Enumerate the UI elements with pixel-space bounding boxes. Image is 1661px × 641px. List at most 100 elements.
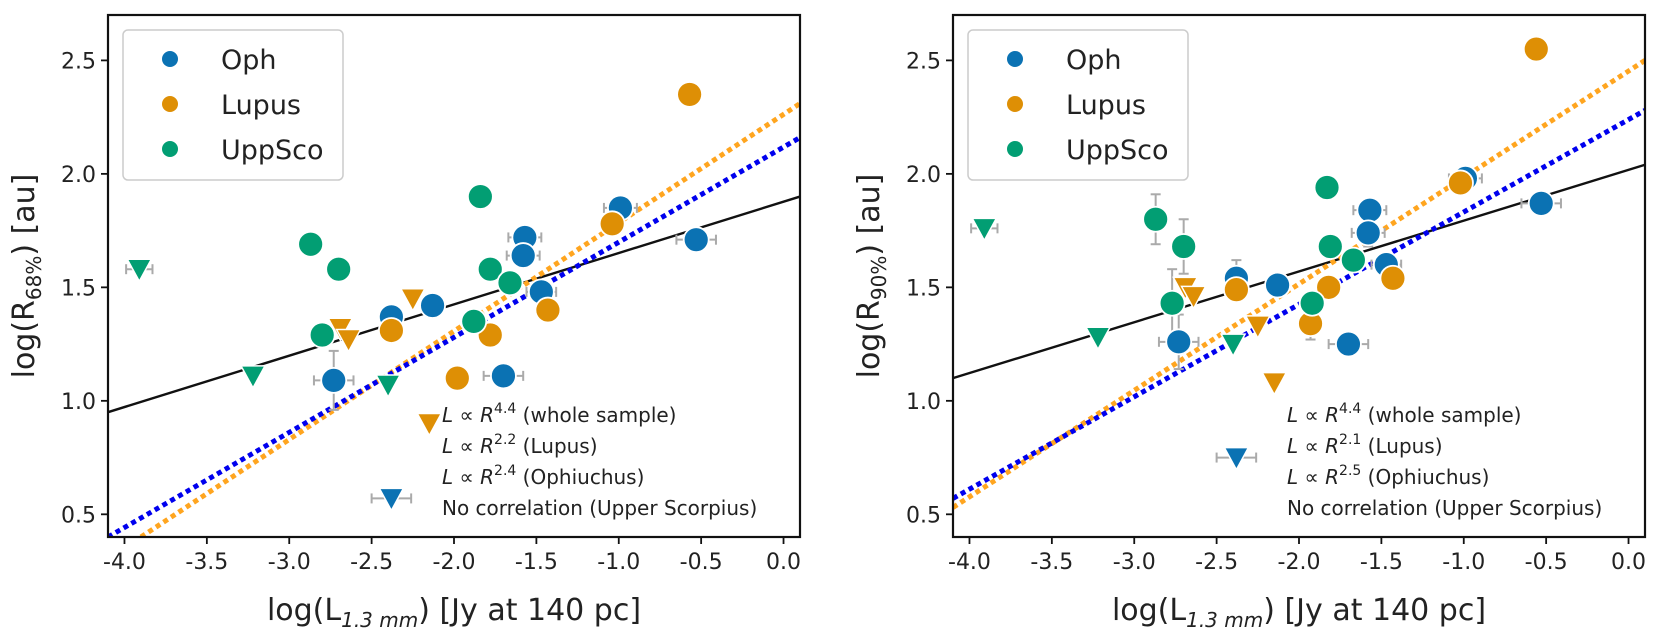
uppsco-point xyxy=(1298,289,1326,317)
lupus-point xyxy=(1222,276,1250,304)
fit-annotation-relation: L ∝ R xyxy=(1287,403,1339,427)
plot-area xyxy=(953,35,1645,510)
y-tick-label: 2.5 xyxy=(61,49,96,74)
uppsco-point xyxy=(297,230,325,258)
y-tick-label: 2.5 xyxy=(906,49,941,74)
x-tick-label: -3.5 xyxy=(185,550,228,575)
legend-marker-lupus xyxy=(162,96,178,112)
fit-annotation-relation: L ∝ R xyxy=(1287,434,1339,458)
uppsco-upper-limit xyxy=(1084,326,1112,351)
fit-all-line xyxy=(108,195,800,414)
legend-label-lupus: Lupus xyxy=(221,90,301,121)
legend-label-uppsco: UppSco xyxy=(1066,135,1169,166)
oph-point xyxy=(1165,328,1193,356)
x-tick-label: -3.5 xyxy=(1030,550,1073,575)
fit-annotation: No correlation (Upper Scorpius) xyxy=(1287,496,1602,520)
y-tick-label: 0.5 xyxy=(906,503,941,528)
fit-annotation-sample: (whole sample) xyxy=(1361,403,1521,427)
fit-annotation-relation: L ∝ R xyxy=(1287,465,1339,489)
series-oph xyxy=(320,194,710,512)
lupus-point xyxy=(1447,169,1474,197)
lupus-upper-limit xyxy=(1244,315,1272,340)
x-tick-label: 0.0 xyxy=(1611,550,1646,575)
uppsco-upper-limit xyxy=(1219,333,1247,358)
x-axis-label-main: log(L xyxy=(267,593,341,628)
x-axis-label: log(L1.3 mm) [Jy at 140 pc] xyxy=(1112,593,1486,632)
y-axis-label-main: log(R xyxy=(852,300,887,378)
legend-marker-oph xyxy=(1007,51,1023,67)
legend-box xyxy=(967,29,1189,181)
oph-point xyxy=(1354,219,1382,247)
lupus-point xyxy=(598,210,626,238)
oph-point xyxy=(320,366,348,394)
y-tick-label: 2.0 xyxy=(61,163,96,188)
y-axis-label-subscript: 68% xyxy=(22,256,46,300)
legend-marker-uppsco xyxy=(162,141,178,157)
x-tick-label: -2.5 xyxy=(1195,550,1238,575)
uppsco-point xyxy=(496,269,524,297)
fit-lupus-line xyxy=(953,58,1645,510)
lupus-point xyxy=(1379,264,1407,292)
x-tick-label: -2.0 xyxy=(433,550,476,575)
x-tick-label: -0.5 xyxy=(1525,550,1568,575)
x-tick-label: -3.0 xyxy=(1113,550,1156,575)
fit-annotation: L ∝ R2.2 (Lupus) xyxy=(442,432,598,458)
fit-annotation-sample: (Lupus) xyxy=(516,434,597,458)
chart-panel-left: -4.0 -3.5 -3.0 -2.5 -2.0 -1.5 -1.0 -0.5 0.0 0.5 1.… xyxy=(7,13,802,632)
oph-upper-limit xyxy=(1223,446,1250,472)
x-tick-label: -2.0 xyxy=(1278,550,1321,575)
series-uppsco xyxy=(971,174,1367,358)
fit-lupus-line xyxy=(139,101,800,537)
legend-marker-oph xyxy=(162,51,178,67)
oph-point xyxy=(1356,196,1384,224)
y-tick-label: 2.0 xyxy=(906,163,941,188)
lupus-upper-limit xyxy=(399,287,427,313)
uppsco-point xyxy=(1142,205,1170,233)
fit-annotation-relation: L ∝ R xyxy=(442,465,494,489)
legend-label-lupus: Lupus xyxy=(1066,90,1146,121)
y-tick-label: 1.5 xyxy=(61,276,96,301)
oph-upper-limit xyxy=(378,487,405,512)
fit-annotation-exponent: 2.1 xyxy=(1339,432,1361,448)
fit-annotations: L ∝ R4.4 (whole sample)L ∝ R2.2 (Lupus)L… xyxy=(442,401,757,520)
fit-annotation-exponent: 2.2 xyxy=(494,432,516,448)
uppsco-point xyxy=(1316,233,1344,260)
series-lupus xyxy=(327,81,704,438)
series-uppsco xyxy=(126,183,524,399)
x-tick-label: -1.5 xyxy=(515,550,558,575)
lupus-upper-limit xyxy=(1261,371,1288,397)
fit-annotation-exponent: 2.4 xyxy=(494,463,516,479)
lupus-point xyxy=(377,317,405,344)
oph-point xyxy=(490,362,517,390)
x-axis-label-subscript: 1.3 mm xyxy=(1186,608,1263,632)
x-axis-label-main: log(L xyxy=(1112,593,1186,628)
fit-annotation: No correlation (Upper Scorpius) xyxy=(442,496,757,520)
uppsco-point xyxy=(1313,174,1341,201)
lupus-upper-limit xyxy=(335,328,362,354)
legend-box xyxy=(122,29,344,181)
y-tick-label: 1.0 xyxy=(906,390,941,415)
x-tick-label: -1.0 xyxy=(1442,550,1485,575)
x-tick-label: -2.5 xyxy=(350,550,393,575)
fit-oph-line xyxy=(108,135,800,537)
legend-marker-lupus xyxy=(1007,96,1023,112)
x-tick-label: 0.0 xyxy=(766,550,801,575)
fit-annotation-sample: (Ophiuchus) xyxy=(1361,465,1489,489)
lupus-point xyxy=(1522,35,1550,63)
uppsco-upper-limit xyxy=(971,217,998,242)
uppsco-upper-limit xyxy=(126,258,153,283)
fit-annotation-relation: L ∝ R xyxy=(442,434,494,458)
fit-annotation-sample: (Lupus) xyxy=(1361,434,1442,458)
uppsco-upper-limit xyxy=(374,374,402,399)
fit-annotation-exponent: 4.4 xyxy=(494,401,516,417)
legend-label-oph: Oph xyxy=(221,45,277,76)
x-axis-label-unit: ) [Jy at 140 pc] xyxy=(1263,593,1486,628)
x-axis-label-subscript: 1.3 mm xyxy=(341,608,418,632)
chart-panel-right: -4.0 -3.5 -3.0 -2.5 -2.0 -1.5 -1.0 -0.5 0.0 0.5 1.… xyxy=(852,13,1647,632)
uppsco-point xyxy=(325,255,353,283)
lupus-upper-limit xyxy=(1180,285,1207,310)
fit-annotation-exponent: 4.4 xyxy=(1339,401,1361,417)
fit-annotation: L ∝ R2.1 (Lupus) xyxy=(1287,432,1443,458)
x-tick-label: -1.5 xyxy=(1360,550,1403,575)
